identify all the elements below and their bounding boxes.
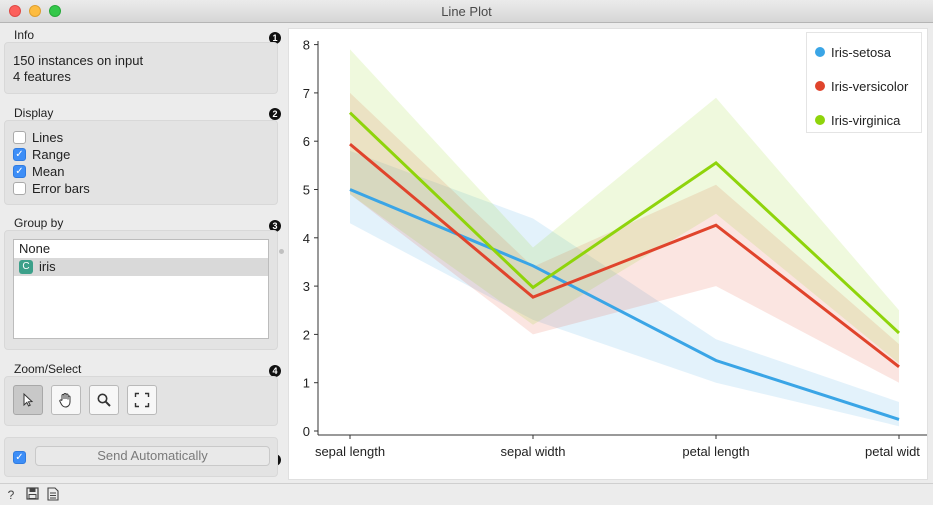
lines-label: Lines bbox=[32, 129, 64, 145]
checkmark-icon: ✓ bbox=[13, 164, 26, 178]
checkbox-icon bbox=[13, 130, 26, 144]
list-item-none[interactable]: None bbox=[19, 241, 51, 256]
mean-line-2 bbox=[348, 111, 901, 335]
display-section-title: Display bbox=[14, 106, 54, 120]
legend-item-versicolor: Iris-versicolor bbox=[815, 77, 908, 95]
send-automatically-button[interactable]: Send Automatically bbox=[35, 446, 270, 466]
auto-send-checkbox[interactable]: ✓ bbox=[13, 451, 26, 464]
y-tick-label: 8 bbox=[303, 38, 310, 53]
pointer-icon bbox=[23, 392, 34, 407]
y-tick-label: 2 bbox=[303, 327, 310, 342]
y-tick-label: 4 bbox=[303, 231, 310, 246]
x-tick-label: petal widt bbox=[865, 444, 920, 459]
legend-marker bbox=[815, 115, 825, 125]
info-box: 150 instances on input 4 features bbox=[4, 42, 278, 94]
fit-to-view-icon bbox=[134, 392, 150, 408]
splitter-handle[interactable] bbox=[279, 249, 284, 254]
x-tick-label: sepal width bbox=[500, 444, 565, 459]
zoom-tool-button[interactable] bbox=[89, 385, 119, 415]
report-icon[interactable] bbox=[45, 487, 61, 503]
legend-item-setosa: Iris-setosa bbox=[815, 43, 891, 61]
save-icon[interactable] bbox=[24, 487, 40, 503]
y-tick-label: 1 bbox=[303, 376, 310, 391]
window-title: Line Plot bbox=[441, 4, 492, 19]
range-band-2 bbox=[350, 49, 899, 364]
pan-hand-icon bbox=[59, 393, 71, 408]
y-tick-label: 0 bbox=[303, 424, 310, 439]
minimize-window-button[interactable] bbox=[29, 5, 41, 17]
reset-zoom-button[interactable] bbox=[127, 385, 157, 415]
categorical-variable-icon: C bbox=[19, 259, 33, 274]
select-tool-button[interactable] bbox=[13, 385, 43, 415]
display-box: Lines ✓ Range ✓ Mean Error bars bbox=[4, 120, 278, 205]
mean-line-0 bbox=[349, 188, 900, 421]
zoom-select-box bbox=[4, 376, 278, 426]
close-window-button[interactable] bbox=[9, 5, 21, 17]
step-badge-2: 2 bbox=[269, 108, 281, 120]
mean-line-1 bbox=[349, 142, 900, 368]
y-tick-label: 6 bbox=[303, 134, 310, 149]
error-bars-checkbox[interactable]: Error bars bbox=[13, 180, 90, 196]
checkbox-icon bbox=[13, 181, 26, 195]
status-bar: ? bbox=[0, 483, 933, 505]
mean-label: Mean bbox=[32, 163, 65, 179]
zoom-icon bbox=[97, 393, 111, 407]
help-icon[interactable]: ? bbox=[7, 488, 15, 502]
plot-area[interactable]: 0 1 2 3 4 5 6 7 8 sepal length sepal width petal le… bbox=[288, 28, 928, 480]
step-badge-3: 3 bbox=[269, 220, 281, 232]
checkmark-icon: ✓ bbox=[13, 147, 26, 161]
pan-tool-button[interactable] bbox=[51, 385, 81, 415]
lines-checkbox[interactable]: Lines bbox=[13, 129, 63, 145]
send-box: ✓ Send Automatically bbox=[4, 437, 278, 477]
x-tick-label: sepal length bbox=[315, 444, 385, 459]
title-bar: Line Plot bbox=[0, 0, 933, 23]
y-tick-label: 3 bbox=[303, 279, 310, 294]
x-tick-label: petal length bbox=[682, 444, 749, 459]
chart-legend: Iris-setosa Iris-versicolor Iris-virgini… bbox=[806, 32, 922, 133]
legend-marker bbox=[815, 47, 825, 57]
step-badge-1: 1 bbox=[269, 32, 281, 44]
range-checkbox[interactable]: ✓ Range bbox=[13, 146, 70, 162]
range-band-1 bbox=[350, 92, 899, 383]
step-badge-4: 4 bbox=[269, 365, 281, 377]
range-label: Range bbox=[32, 146, 71, 162]
control-panel: Info 1 150 instances on input 4 features… bbox=[0, 23, 285, 483]
legend-marker bbox=[815, 81, 825, 91]
instances-text: 150 instances on input bbox=[13, 53, 144, 68]
range-band-0 bbox=[350, 150, 899, 427]
error-bars-label: Error bars bbox=[32, 180, 90, 196]
mean-checkbox[interactable]: ✓ Mean bbox=[13, 163, 65, 179]
maximize-window-button[interactable] bbox=[49, 5, 61, 17]
legend-item-virginica: Iris-virginica bbox=[815, 111, 900, 129]
line-plot-chart: 0 1 2 3 4 5 6 7 8 sepal length sepal width petal le… bbox=[303, 38, 927, 459]
y-tick-label: 7 bbox=[303, 86, 310, 101]
y-tick-label: 5 bbox=[303, 183, 310, 198]
info-section-title: Info bbox=[14, 28, 35, 42]
zoom-select-section-title: Zoom/Select bbox=[14, 362, 82, 376]
features-text: 4 features bbox=[13, 69, 71, 84]
group-by-section-title: Group by bbox=[14, 216, 64, 230]
